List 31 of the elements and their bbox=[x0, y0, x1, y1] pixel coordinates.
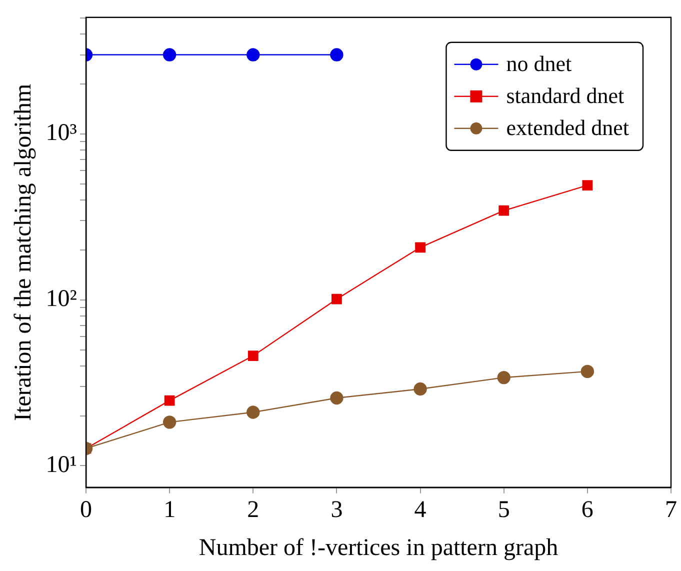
point bbox=[248, 350, 258, 361]
point bbox=[246, 48, 260, 62]
y-tick-label: 10³ bbox=[46, 120, 77, 146]
point bbox=[415, 242, 426, 253]
point bbox=[162, 48, 176, 62]
y-axis-title: Iteration of the matching algorithm bbox=[10, 83, 37, 422]
point bbox=[162, 416, 176, 429]
x-tick-label: 4 bbox=[414, 497, 426, 524]
point bbox=[498, 205, 510, 216]
y-tick-label: 10² bbox=[46, 286, 77, 312]
legend-label: no dnet bbox=[506, 51, 572, 76]
point bbox=[330, 391, 344, 405]
y-tick-label: 10¹ bbox=[46, 452, 77, 478]
point bbox=[164, 395, 175, 406]
legend-label: extended dnet bbox=[506, 115, 630, 140]
point bbox=[246, 406, 260, 419]
x-tick-label: 2 bbox=[247, 497, 260, 524]
x-tick-label: 1 bbox=[164, 497, 176, 524]
x-tick-label: 7 bbox=[665, 497, 677, 524]
point bbox=[330, 48, 344, 62]
point bbox=[582, 180, 593, 191]
point bbox=[580, 364, 594, 378]
legend-label: standard dnet bbox=[506, 83, 624, 108]
point bbox=[332, 294, 342, 304]
x-tick-label: 3 bbox=[330, 497, 343, 524]
x-axis-title: Number of !-vertices in pattern graph bbox=[198, 534, 558, 561]
point bbox=[497, 370, 510, 384]
point bbox=[414, 382, 427, 396]
x-tick-label: 6 bbox=[581, 497, 594, 524]
x-tick-label: 5 bbox=[498, 497, 510, 524]
x-tick-label: 0 bbox=[80, 497, 92, 524]
